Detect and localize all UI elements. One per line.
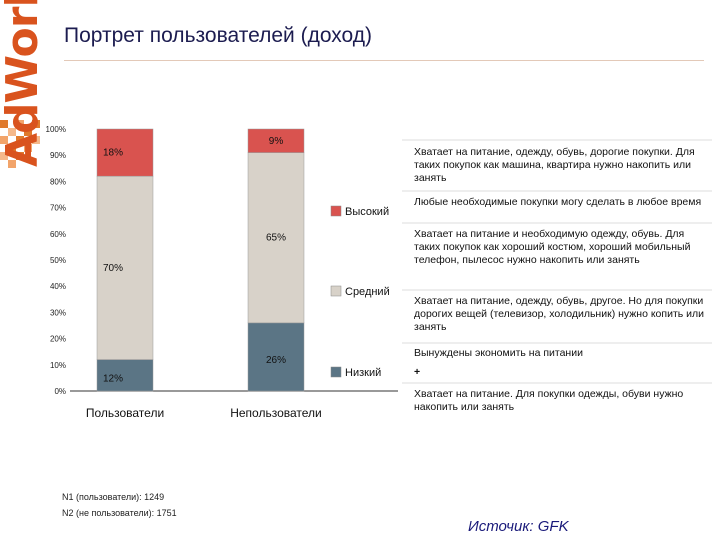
- description-high-1: Хватает на питание, одежду, обувь, дорог…: [414, 146, 695, 184]
- data-label: 12%: [103, 373, 123, 384]
- bar-1-2: [247, 128, 305, 153]
- legend-swatch: [330, 366, 342, 378]
- x-category-label: Пользователи: [86, 406, 164, 420]
- description-low-2: Хватает на питание. Для покупки одежды, …: [414, 388, 684, 413]
- data-label: 26%: [266, 355, 286, 366]
- sample-note-nonusers: N2 (не пользователи): 1751: [62, 508, 177, 518]
- y-tick-label: 0%: [54, 387, 66, 396]
- legend-label: Высокий: [345, 206, 389, 218]
- description-plus: +: [414, 366, 421, 378]
- sample-note-users: N1 (пользователи): 1249: [62, 492, 165, 502]
- y-tick-label: 10%: [50, 361, 66, 370]
- description-high-2: Любые необходимые покупки могу сделать в…: [414, 196, 702, 208]
- legend-label: Средний: [345, 286, 390, 298]
- y-tick-label: 60%: [50, 230, 66, 239]
- y-tick-label: 80%: [50, 177, 66, 186]
- data-label: 18%: [103, 148, 123, 159]
- y-tick-label: 90%: [50, 151, 66, 160]
- bar-0-1: [96, 175, 154, 360]
- y-tick-label: 30%: [50, 308, 66, 317]
- logo-checker-pattern: [0, 120, 40, 168]
- bar-1-0: [247, 322, 305, 392]
- x-category-label: Непользователи: [230, 406, 322, 420]
- data-label: 9%: [269, 136, 284, 147]
- data-label: 65%: [266, 233, 286, 244]
- legend-swatch: [330, 205, 342, 217]
- description-middle-2: Хватает на питание, одежду, обувь, друго…: [414, 295, 705, 333]
- y-tick-label: 20%: [50, 335, 66, 344]
- bar-0-2: [96, 128, 154, 177]
- y-tick-label: 100%: [46, 125, 66, 134]
- page-title: Портрет пользователей (доход): [64, 24, 372, 47]
- legend-label: Низкий: [345, 367, 381, 379]
- y-tick-label: 50%: [50, 256, 66, 265]
- y-tick-label: 40%: [50, 282, 66, 291]
- description-low-1: Вынуждены экономить на питании: [414, 347, 583, 359]
- y-tick-label: 70%: [50, 204, 66, 213]
- title-divider: [64, 60, 704, 61]
- bar-1-1: [247, 152, 305, 324]
- data-label: 70%: [103, 263, 123, 274]
- description-middle-1: Хватает на питание и необходимую одежду,…: [414, 228, 691, 266]
- legend-swatch: [330, 285, 342, 297]
- source-note: Источик: GFK: [468, 518, 569, 535]
